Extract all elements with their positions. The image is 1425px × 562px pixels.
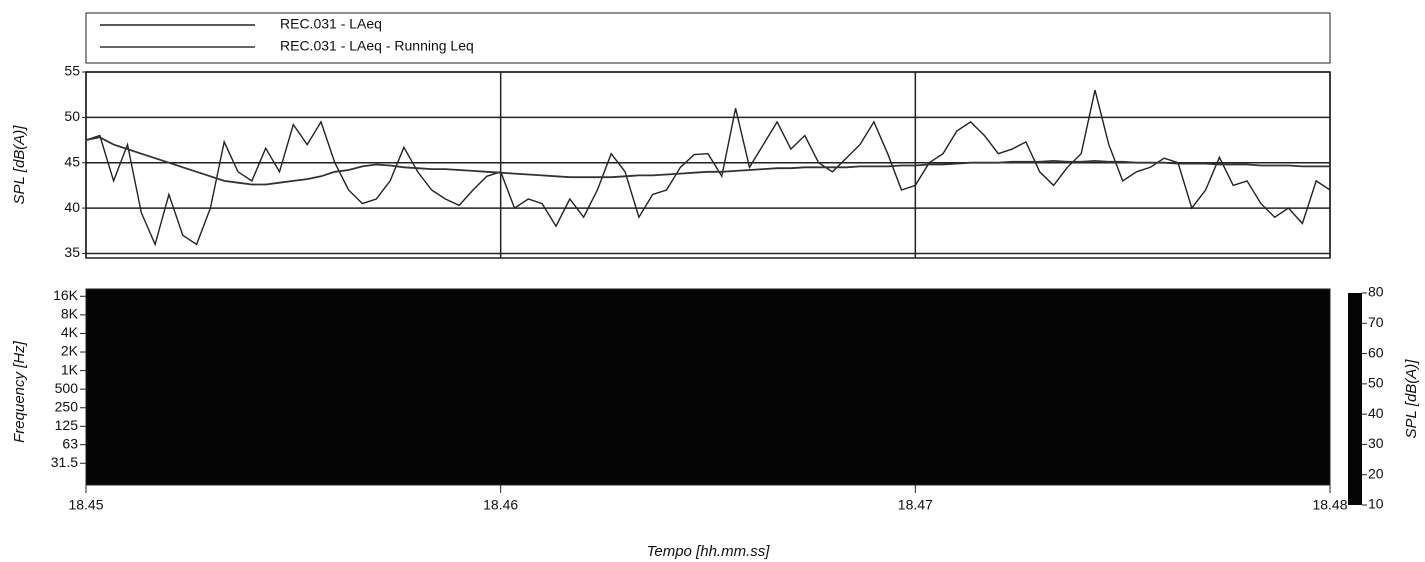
y-tick-label: 8K — [61, 306, 79, 322]
y-tick-label: 31.5 — [51, 454, 78, 470]
colorbar-tick-label: 10 — [1368, 496, 1384, 512]
y-tick-label: 2K — [61, 343, 79, 359]
y-tick-label: 50 — [64, 108, 80, 124]
y-tick-label: 16K — [53, 287, 79, 303]
x-tick-label: 18.47 — [898, 497, 933, 513]
colorbar-tick-label: 80 — [1368, 284, 1384, 300]
x-tick-label: 18.48 — [1312, 497, 1347, 513]
y-tick-label: 35 — [64, 244, 80, 260]
x-axis-label: Tempo [hh.mm.ss] — [647, 543, 771, 560]
colorbar-tick-label: 20 — [1368, 465, 1384, 481]
colorbar-tick-label: 70 — [1368, 314, 1384, 330]
spectrogram-area — [85, 288, 1331, 486]
x-tick-label: 18.46 — [483, 497, 518, 513]
colorbar-label: SPL [dB(A)] — [1403, 359, 1420, 439]
legend-label: REC.031 - LAeq - Running Leq — [280, 38, 474, 54]
y-tick-label: 125 — [55, 417, 79, 433]
series-line — [85, 89, 1331, 247]
y-axis-label: SPL [dB(A)] — [11, 125, 28, 205]
y-tick-label: 63 — [62, 435, 78, 451]
y-tick-label: 250 — [55, 398, 79, 414]
colorbar-tick-label: 30 — [1368, 435, 1384, 451]
y-tick-label: 500 — [55, 380, 79, 396]
colorbar-tick-label: 50 — [1368, 375, 1384, 391]
x-tick-label: 18.45 — [68, 497, 103, 513]
colorbar — [1348, 293, 1362, 505]
y-tick-label: 4K — [61, 324, 79, 340]
y-tick-label: 55 — [64, 63, 80, 79]
y-axis-label: Frequency [Hz] — [11, 340, 28, 443]
y-tick-label: 40 — [64, 199, 80, 215]
plot-area — [85, 71, 1331, 259]
legend-box — [85, 12, 1331, 64]
colorbar-tick-label: 60 — [1368, 344, 1384, 360]
legend-label: REC.031 - LAeq — [280, 16, 382, 32]
y-tick-label: 45 — [64, 153, 80, 169]
colorbar-tick-label: 40 — [1368, 405, 1384, 421]
y-tick-label: 1K — [61, 361, 79, 377]
series-line — [85, 136, 1330, 186]
